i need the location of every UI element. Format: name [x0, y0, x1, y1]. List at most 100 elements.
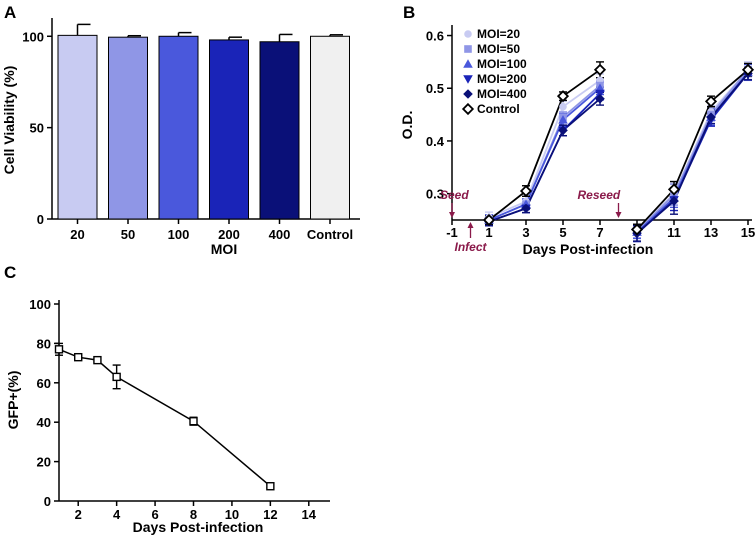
b-marker-diamond [595, 93, 605, 104]
b-series-line [488, 69, 601, 221]
b-legend-label: MOI=200 [477, 72, 527, 86]
b-marker-diamond-open [667, 183, 681, 196]
b-annotation-arrowhead [615, 212, 622, 218]
a-x-tick-label: 20 [70, 227, 84, 242]
a-bar [158, 35, 199, 220]
panel-b-x-title: Days Post-infection [523, 241, 654, 257]
c-y-tick-label: 60 [37, 376, 51, 391]
b-series-line [636, 69, 749, 231]
panel-c: C 0 20 40 60 80 100 2 4 6 8 10 12 14 Days Post-infe… [4, 263, 330, 535]
c-x-tick-label: 12 [263, 507, 277, 522]
b-legend-label: Control [477, 102, 520, 116]
a-bar [57, 34, 98, 220]
c-x-tick-label: 10 [225, 507, 239, 522]
c-marker-square-open [74, 352, 83, 362]
b-x-tick-label: -1 [446, 225, 458, 240]
c-x-tick-label: 8 [190, 507, 197, 522]
b-marker-diamond [558, 125, 568, 136]
b-series-line [636, 69, 749, 233]
c-x-tick-label: 2 [75, 507, 82, 522]
b-marker-diamond [521, 203, 531, 214]
b-series-line [488, 98, 601, 223]
b-marker-diamond [463, 89, 473, 99]
c-marker-square-open [93, 355, 102, 365]
b-y-tick-label: 0.3 [426, 187, 444, 202]
b-marker-diamond [669, 196, 679, 206]
b-x-tick-label: 1 [485, 225, 492, 240]
a-y-tick-label: 0 [37, 212, 44, 227]
b-y-tick-label: 0.4 [426, 134, 445, 149]
b-marker-diamond-open [461, 102, 475, 116]
c-marker-square-open [112, 372, 121, 382]
b-marker-diamond [706, 112, 716, 123]
b-marker-triangle-down [463, 75, 473, 84]
b-marker-circle [464, 30, 472, 38]
a-y-tick-label: 100 [22, 29, 44, 44]
c-x-tick-label: 6 [151, 507, 158, 522]
b-marker-diamond-open [741, 63, 755, 76]
a-x-tick-label: 100 [168, 227, 190, 242]
c-y-tick-label: 40 [37, 415, 51, 430]
b-series-line [488, 87, 601, 221]
b-y-tick-label: 0.5 [426, 81, 444, 96]
c-y-tick-label: 0 [44, 494, 51, 509]
b-x-tick-label: 15 [741, 225, 755, 240]
c-marker-square-open [266, 482, 275, 491]
b-series-line [636, 72, 749, 234]
b-legend-label: MOI=50 [477, 42, 520, 56]
c-marker-square-open [189, 417, 198, 426]
b-marker-diamond-open [593, 63, 607, 76]
panel-b-label: B [403, 3, 415, 22]
b-x-tick-label: 3 [522, 225, 529, 240]
panel-b: B 0.30.40.50.6 -113579111315 SeedInfectR… [399, 3, 755, 257]
a-x-tick-label: 400 [269, 227, 291, 242]
panel-b-y-title: O.D. [399, 111, 415, 140]
c-x-tick-label: 14 [302, 507, 317, 522]
b-annotation-seed: Seed [440, 188, 469, 202]
b-marker-diamond-open [704, 95, 718, 108]
c-marker-square-open [54, 345, 64, 354]
b-annotation-arrowhead [467, 222, 474, 228]
b-x-tick-label: 5 [559, 225, 566, 240]
panel-a-y-title: Cell Viability (%) [1, 66, 17, 175]
a-bar [310, 35, 350, 220]
panel-a-label: A [4, 3, 16, 22]
a-y-tick-label: 50 [30, 121, 44, 136]
b-marker-diamond-open [630, 223, 644, 236]
b-x-tick-label: 11 [667, 225, 681, 240]
c-y-tick-label: 20 [37, 455, 51, 470]
b-marker-circle [559, 102, 567, 111]
c-series-line [58, 348, 271, 487]
panel-c-y-title: GFP+(%) [5, 371, 21, 430]
b-legend-label: MOI=20 [477, 27, 520, 41]
b-y-tick-label: 0.6 [426, 29, 444, 44]
a-x-tick-label: Control [307, 227, 353, 242]
b-legend-label: MOI=100 [477, 57, 527, 71]
b-annotation-infect: Infect [455, 240, 488, 254]
a-x-tick-label: 50 [121, 227, 135, 242]
a-bar [108, 36, 148, 220]
panel-c-label: C [4, 263, 16, 282]
panel-a-x-title: MOI [211, 241, 237, 257]
b-marker-triangle-up [558, 115, 568, 124]
b-marker-diamond-open [519, 184, 533, 198]
b-series-line [488, 79, 601, 219]
b-marker-triangle-up [463, 59, 473, 68]
b-marker-square [464, 45, 472, 53]
a-x-tick-label: 200 [218, 227, 240, 242]
panel-a: A 0 50 100 20 50 100 200 400 Control MOI Cell V… [1, 3, 360, 257]
b-x-tick-label: 13 [704, 225, 718, 240]
b-marker-diamond-open [556, 90, 570, 103]
b-marker-diamond-open [482, 213, 496, 227]
c-x-tick-label: 4 [113, 507, 121, 522]
c-y-tick-label: 80 [37, 336, 51, 351]
b-annotation-arrowhead [449, 212, 455, 218]
b-x-tick-label: 7 [596, 225, 603, 240]
c-y-tick-label: 100 [29, 297, 51, 312]
a-bar [209, 39, 249, 220]
b-legend-label: MOI=400 [477, 87, 527, 101]
b-annotation-reseed: Reseed [578, 188, 621, 202]
panel-c-x-title: Days Post-infection [133, 519, 264, 535]
a-bar [259, 41, 300, 220]
